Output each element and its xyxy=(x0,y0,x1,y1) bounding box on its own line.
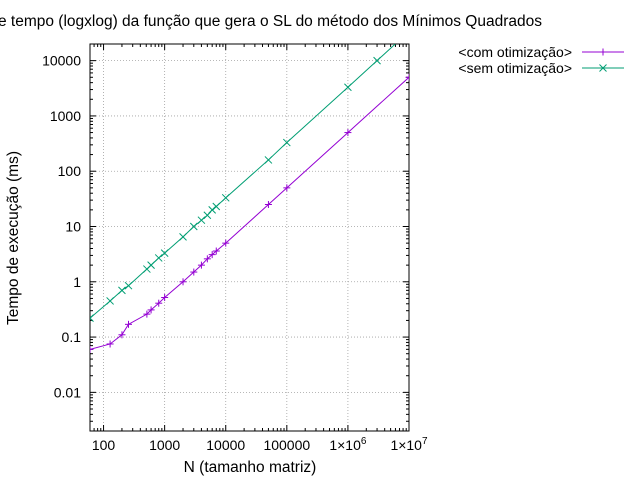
data-point xyxy=(143,310,151,318)
series-line xyxy=(90,76,409,350)
data-point xyxy=(344,129,352,137)
legend: <com otimização><sem otimização> xyxy=(458,44,624,76)
data-point xyxy=(264,200,272,208)
legend-marker xyxy=(599,48,607,56)
data-point xyxy=(212,202,221,211)
y-tick-label: 1000 xyxy=(50,108,81,124)
y-tick-label: 10000 xyxy=(42,53,81,69)
x-tick-label: 100 xyxy=(92,437,116,453)
data-point xyxy=(106,340,114,348)
data-point xyxy=(222,239,230,247)
data-point xyxy=(118,331,126,339)
data-point xyxy=(264,156,273,164)
data-point xyxy=(283,184,291,192)
data-point xyxy=(124,281,133,290)
tick-labels: 100 1000 10000 100000 1×106 1×1070.010.111010… xyxy=(42,53,428,453)
ticks xyxy=(89,43,410,432)
data-point xyxy=(344,83,352,92)
y-tick-label: 0.1 xyxy=(62,329,82,345)
data-point xyxy=(106,297,114,305)
data-point xyxy=(197,261,205,269)
y-tick-label: 100 xyxy=(58,163,82,179)
legend-marker xyxy=(599,64,607,72)
y-tick-label: 1 xyxy=(73,274,81,290)
data-point xyxy=(208,251,216,259)
data-point xyxy=(155,299,163,307)
series-1 xyxy=(90,73,409,353)
grid xyxy=(90,44,409,431)
data-point xyxy=(161,293,169,301)
y-tick-label: 10 xyxy=(65,218,81,234)
x-tick-label: 100000 xyxy=(263,437,310,453)
data-point xyxy=(405,73,409,81)
y-tick-label: 0.01 xyxy=(54,384,81,400)
data-point xyxy=(179,278,187,286)
series-2 xyxy=(90,44,397,322)
x-tick-label: 1×106 xyxy=(329,436,367,453)
data-point xyxy=(118,286,126,295)
x-tick-label-base: 1×10 xyxy=(329,437,361,453)
data-point xyxy=(160,249,169,257)
plot-frame xyxy=(89,43,410,432)
data-point xyxy=(90,345,94,353)
x-tick-label-base: 1×10 xyxy=(390,437,422,453)
y-axis-label: Tempo de execução (ms) xyxy=(5,151,22,325)
x-tick-label: 1000 xyxy=(149,437,180,453)
series-layer xyxy=(90,44,409,353)
legend-label: <sem otimização> xyxy=(458,60,572,76)
data-point xyxy=(90,314,94,322)
data-point xyxy=(208,206,217,214)
data-point xyxy=(147,261,155,269)
data-point xyxy=(373,56,381,65)
legend-label: <com otimização> xyxy=(458,44,572,60)
data-point xyxy=(154,254,163,262)
x-tick-label: 1×107 xyxy=(390,436,428,453)
x-tick-label: 10000 xyxy=(206,437,245,453)
data-point xyxy=(212,247,220,255)
data-point xyxy=(147,306,155,314)
x-tick-label-exponent: 6 xyxy=(361,436,367,447)
data-point xyxy=(203,255,211,263)
data-point xyxy=(221,193,230,202)
x-axis-label: N (tamanho matriz) xyxy=(184,459,317,476)
x-tick-label-exponent: 7 xyxy=(422,436,428,447)
data-point xyxy=(282,138,291,147)
data-point xyxy=(179,232,187,241)
chart-title: e tempo (logxlog) da função que gera o S… xyxy=(0,13,542,30)
data-point xyxy=(124,320,132,328)
data-point xyxy=(189,222,198,231)
data-point xyxy=(190,268,198,276)
data-point xyxy=(197,216,206,225)
